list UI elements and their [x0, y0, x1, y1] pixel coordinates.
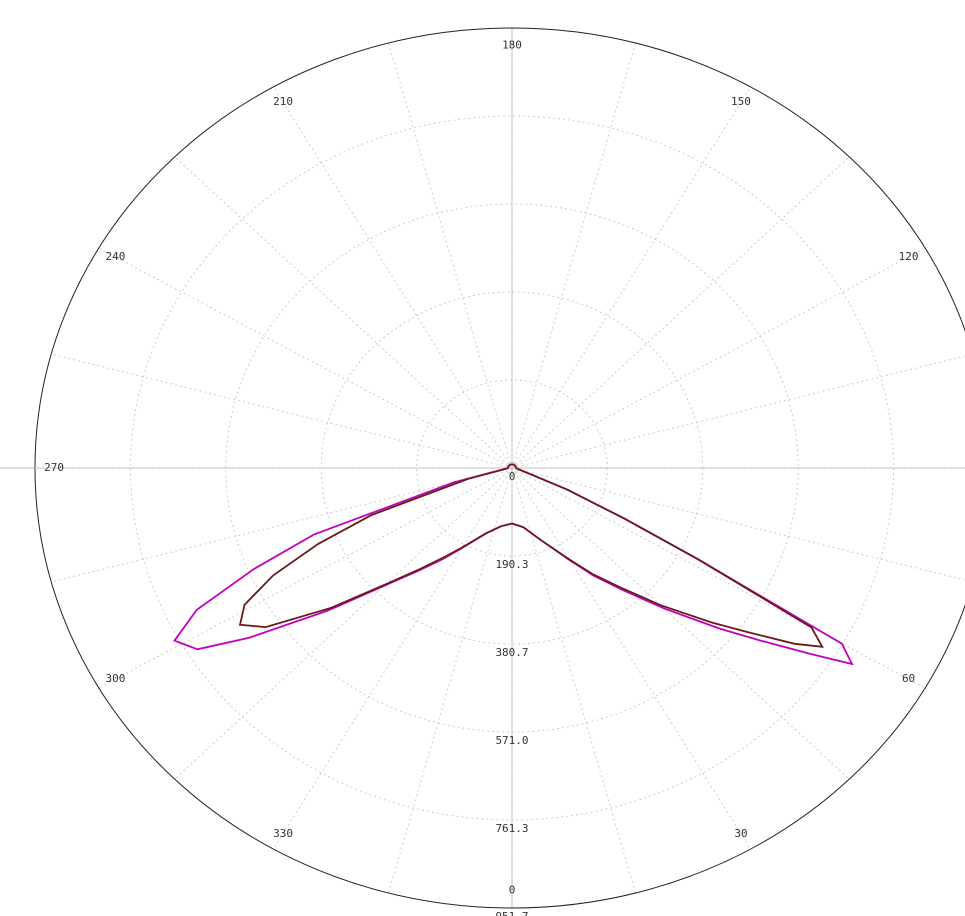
spoke-grid-line — [511, 467, 850, 780]
spoke-grid-line — [511, 355, 965, 469]
r-tick-label: 571.0 — [495, 734, 528, 747]
spoke-grid-line — [511, 467, 751, 850]
ring-grid-line — [129, 115, 895, 821]
spoke-grid-line — [511, 467, 965, 581]
theta-tick-label: 0 — [509, 883, 516, 896]
spoke-grid-line — [51, 467, 513, 583]
spoke-grid-line — [273, 467, 513, 850]
theta-tick-label: 300 — [105, 672, 125, 685]
spoke-grid-line — [51, 353, 513, 469]
spoke-grid-line — [511, 247, 926, 469]
spoke-grid-line — [388, 42, 513, 469]
spoke-grid-line — [511, 42, 636, 469]
theta-tick-label: 330 — [273, 827, 293, 840]
spoke-grid-line — [511, 156, 850, 469]
spoke-grid-line — [98, 467, 513, 689]
r-tick-label: 761.3 — [495, 822, 528, 835]
r-tick-label: 951.7 — [495, 910, 528, 916]
spoke-grid-line — [174, 156, 513, 469]
ring-grid-line — [225, 203, 799, 733]
spoke-grid-line — [511, 467, 926, 689]
outer-circle — [34, 27, 965, 909]
theta-tick-label: 210 — [273, 95, 293, 108]
ring-grid-line — [416, 379, 608, 557]
r-tick-label: 380.7 — [495, 646, 528, 659]
r-tick-label: 0 — [509, 470, 516, 483]
spoke-grid-line — [174, 467, 513, 780]
theta-tick-label: 30 — [734, 827, 747, 840]
spoke-grid-line — [273, 86, 513, 469]
theta-tick-label: 150 — [731, 95, 751, 108]
spoke-grid-line — [98, 247, 513, 469]
spoke-grid-line — [511, 467, 636, 894]
spoke-grid-line — [511, 86, 751, 469]
r-tick-label: 190.3 — [495, 558, 528, 571]
theta-tick-label: 180 — [502, 39, 522, 52]
ring-grid-line — [320, 291, 704, 645]
spoke-grid-line — [388, 467, 513, 894]
theta-tick-label: 240 — [105, 250, 125, 263]
theta-tick-label: 60 — [902, 672, 915, 685]
theta-tick-label: 120 — [899, 250, 919, 263]
series-curve — [238, 463, 824, 648]
theta-tick-label: 270 — [44, 461, 64, 474]
